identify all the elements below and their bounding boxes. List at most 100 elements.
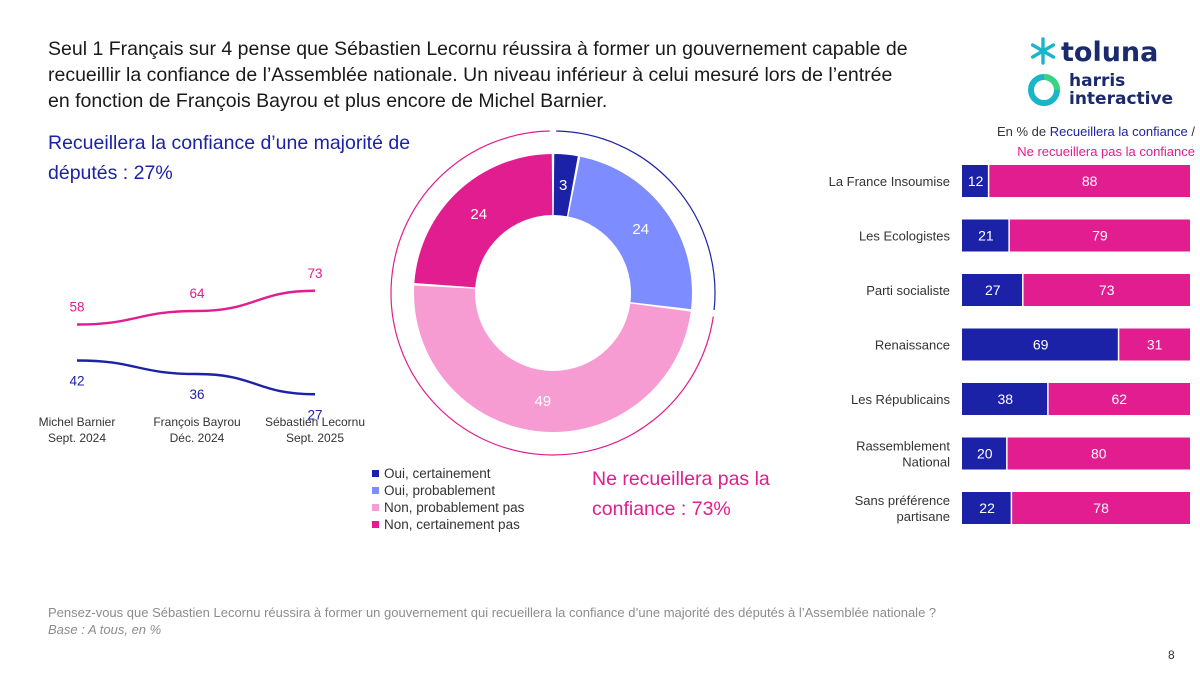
positive-summary-line: Recueillera la confiance d’une majorité … [48, 132, 411, 154]
bar-value-label: 22 [979, 500, 995, 516]
category-label: partisane [897, 509, 950, 524]
bar-header-line: En % de Recueillera la confiance / [930, 122, 1195, 142]
series-line [76, 289, 316, 326]
bar-header-positive: Recueillera la confiance [1049, 124, 1188, 139]
legend-item: Oui, probablement [372, 482, 524, 499]
data-label: 64 [189, 286, 205, 301]
bar-value-label: 12 [968, 173, 984, 189]
donut-slice [413, 285, 691, 433]
outer-arc-negative [390, 130, 714, 456]
legend-item: Non, probablement pas [372, 499, 524, 516]
bar-segment [1007, 437, 1190, 470]
donut-slice [414, 154, 553, 288]
survey-base: Base : A tous, en % [48, 622, 162, 637]
bar-value-label: 80 [1091, 446, 1107, 462]
bar-segment [962, 328, 1118, 361]
positive-summary-line: députés : 27% [48, 162, 173, 184]
bar-segment [1119, 328, 1190, 361]
donut-slice [568, 156, 692, 310]
logo-toluna-text: toluna [1061, 37, 1158, 68]
positive-summary: Recueillera la confiance d’une majorité … [48, 128, 488, 188]
bar-value-label: 79 [1092, 228, 1108, 244]
bar-segment [1023, 274, 1190, 306]
slice-value-label: 24 [632, 221, 649, 238]
slice-value-label: 24 [470, 206, 487, 223]
headline-line: recueillir la confiance de l’Assemblée n… [48, 64, 893, 86]
bar-segment [962, 437, 1007, 470]
category-label: La France Insoumise [829, 174, 950, 189]
trend-line-chart: 58 64 73 42 36 27 Michel Barnier Sept. 2024 Fran… [39, 266, 365, 445]
legend-swatch [372, 487, 379, 494]
legend-item: Oui, certainement [372, 465, 524, 482]
category-label: Les Ecologistes [859, 229, 951, 244]
x-tick-label: Sept. 2024 [48, 431, 106, 445]
category-label: Les Républicains [851, 392, 951, 407]
x-tick-label: François Bayrou [153, 415, 240, 429]
bar-value-label: 38 [998, 391, 1014, 407]
data-label: 36 [189, 387, 204, 402]
negative-summary-line: Ne recueillera pas la [592, 468, 770, 490]
bar-header-negative: Ne recueillera pas la confiance [1017, 144, 1195, 159]
survey-question: Pensez-vous que Sébastien Lecornu réussi… [48, 605, 937, 620]
series-line [76, 359, 316, 396]
harris-ring-icon [1028, 74, 1060, 106]
legend-label: Oui, probablement [384, 483, 496, 498]
toluna-asterisk-icon [1030, 37, 1056, 65]
donut-slice [553, 154, 578, 217]
x-tick-label: Sept. 2025 [286, 431, 344, 445]
bar-header-prefix: En % de [996, 124, 1050, 139]
bar-value-label: 31 [1147, 337, 1163, 353]
donut-chart: 3 24 49 24 [390, 130, 716, 456]
bar-value-label: 88 [1082, 173, 1098, 189]
bar-segment [962, 274, 1023, 306]
toluna-harris-interactive-logo: toluna harris interactive [1028, 37, 1173, 109]
data-label: 73 [307, 266, 322, 281]
slice-value-label: 3 [559, 177, 567, 194]
bar-segment [962, 165, 988, 197]
category-label: Sans préférence [855, 493, 950, 508]
page-title: Seul 1 Français sur 4 pense que Sébastie… [48, 36, 1008, 114]
legend-swatch [372, 470, 379, 477]
legend-swatch [372, 504, 379, 511]
headline-line: Seul 1 Français sur 4 pense que Sébastie… [48, 38, 908, 60]
donut-legend: Oui, certainement Oui, probablement Non,… [372, 465, 524, 533]
bar-segment [962, 219, 1009, 252]
bar-value-label: 69 [1033, 337, 1049, 353]
x-tick-label: Sébastien Lecornu [265, 415, 365, 429]
bar-segment [1009, 219, 1190, 252]
bar-segment [962, 383, 1048, 415]
party-stacked-bar-chart: La France Insoumise 12 88 Les Ecologistes 21… [829, 165, 1190, 524]
headline-line: en fonction de François Bayrou et plus e… [48, 90, 608, 112]
bar-value-label: 73 [1099, 282, 1115, 298]
bar-value-label: 21 [978, 228, 994, 244]
outer-arc-positive [556, 130, 716, 311]
category-label: Rassemblement [856, 439, 950, 454]
negative-summary-line: confiance : 73% [592, 498, 731, 520]
bar-segment [1048, 383, 1190, 415]
x-tick-label: Michel Barnier [39, 415, 116, 429]
negative-summary: Ne recueillera pas la confiance : 73% [592, 464, 812, 524]
bar-chart-header: En % de Recueillera la confiance / Ne re… [930, 122, 1195, 162]
bar-segment [1012, 492, 1190, 524]
bar-value-label: 27 [985, 282, 1001, 298]
category-label: Renaissance [875, 338, 950, 353]
bar-value-label: 20 [977, 446, 993, 462]
legend-label: Non, certainement pas [384, 517, 520, 532]
slice-value-label: 49 [534, 393, 551, 410]
legend-swatch [372, 521, 379, 528]
bar-segment [989, 165, 1190, 197]
legend-item: Non, certainement pas [372, 516, 524, 533]
bar-value-label: 62 [1112, 391, 1128, 407]
x-tick-label: Déc. 2024 [170, 431, 225, 445]
bar-value-label: 78 [1093, 500, 1109, 516]
data-label: 27 [307, 407, 322, 422]
bar-header-separator: / [1187, 124, 1195, 139]
bar-segment [962, 492, 1011, 524]
category-label: National [902, 455, 950, 470]
logo-interactive-text: interactive [1069, 89, 1173, 109]
data-label: 58 [69, 300, 84, 315]
logo-harris-text: harris [1069, 71, 1125, 91]
legend-label: Oui, certainement [384, 466, 491, 481]
legend-label: Non, probablement pas [384, 500, 525, 515]
page-number: 8 [1168, 648, 1175, 662]
